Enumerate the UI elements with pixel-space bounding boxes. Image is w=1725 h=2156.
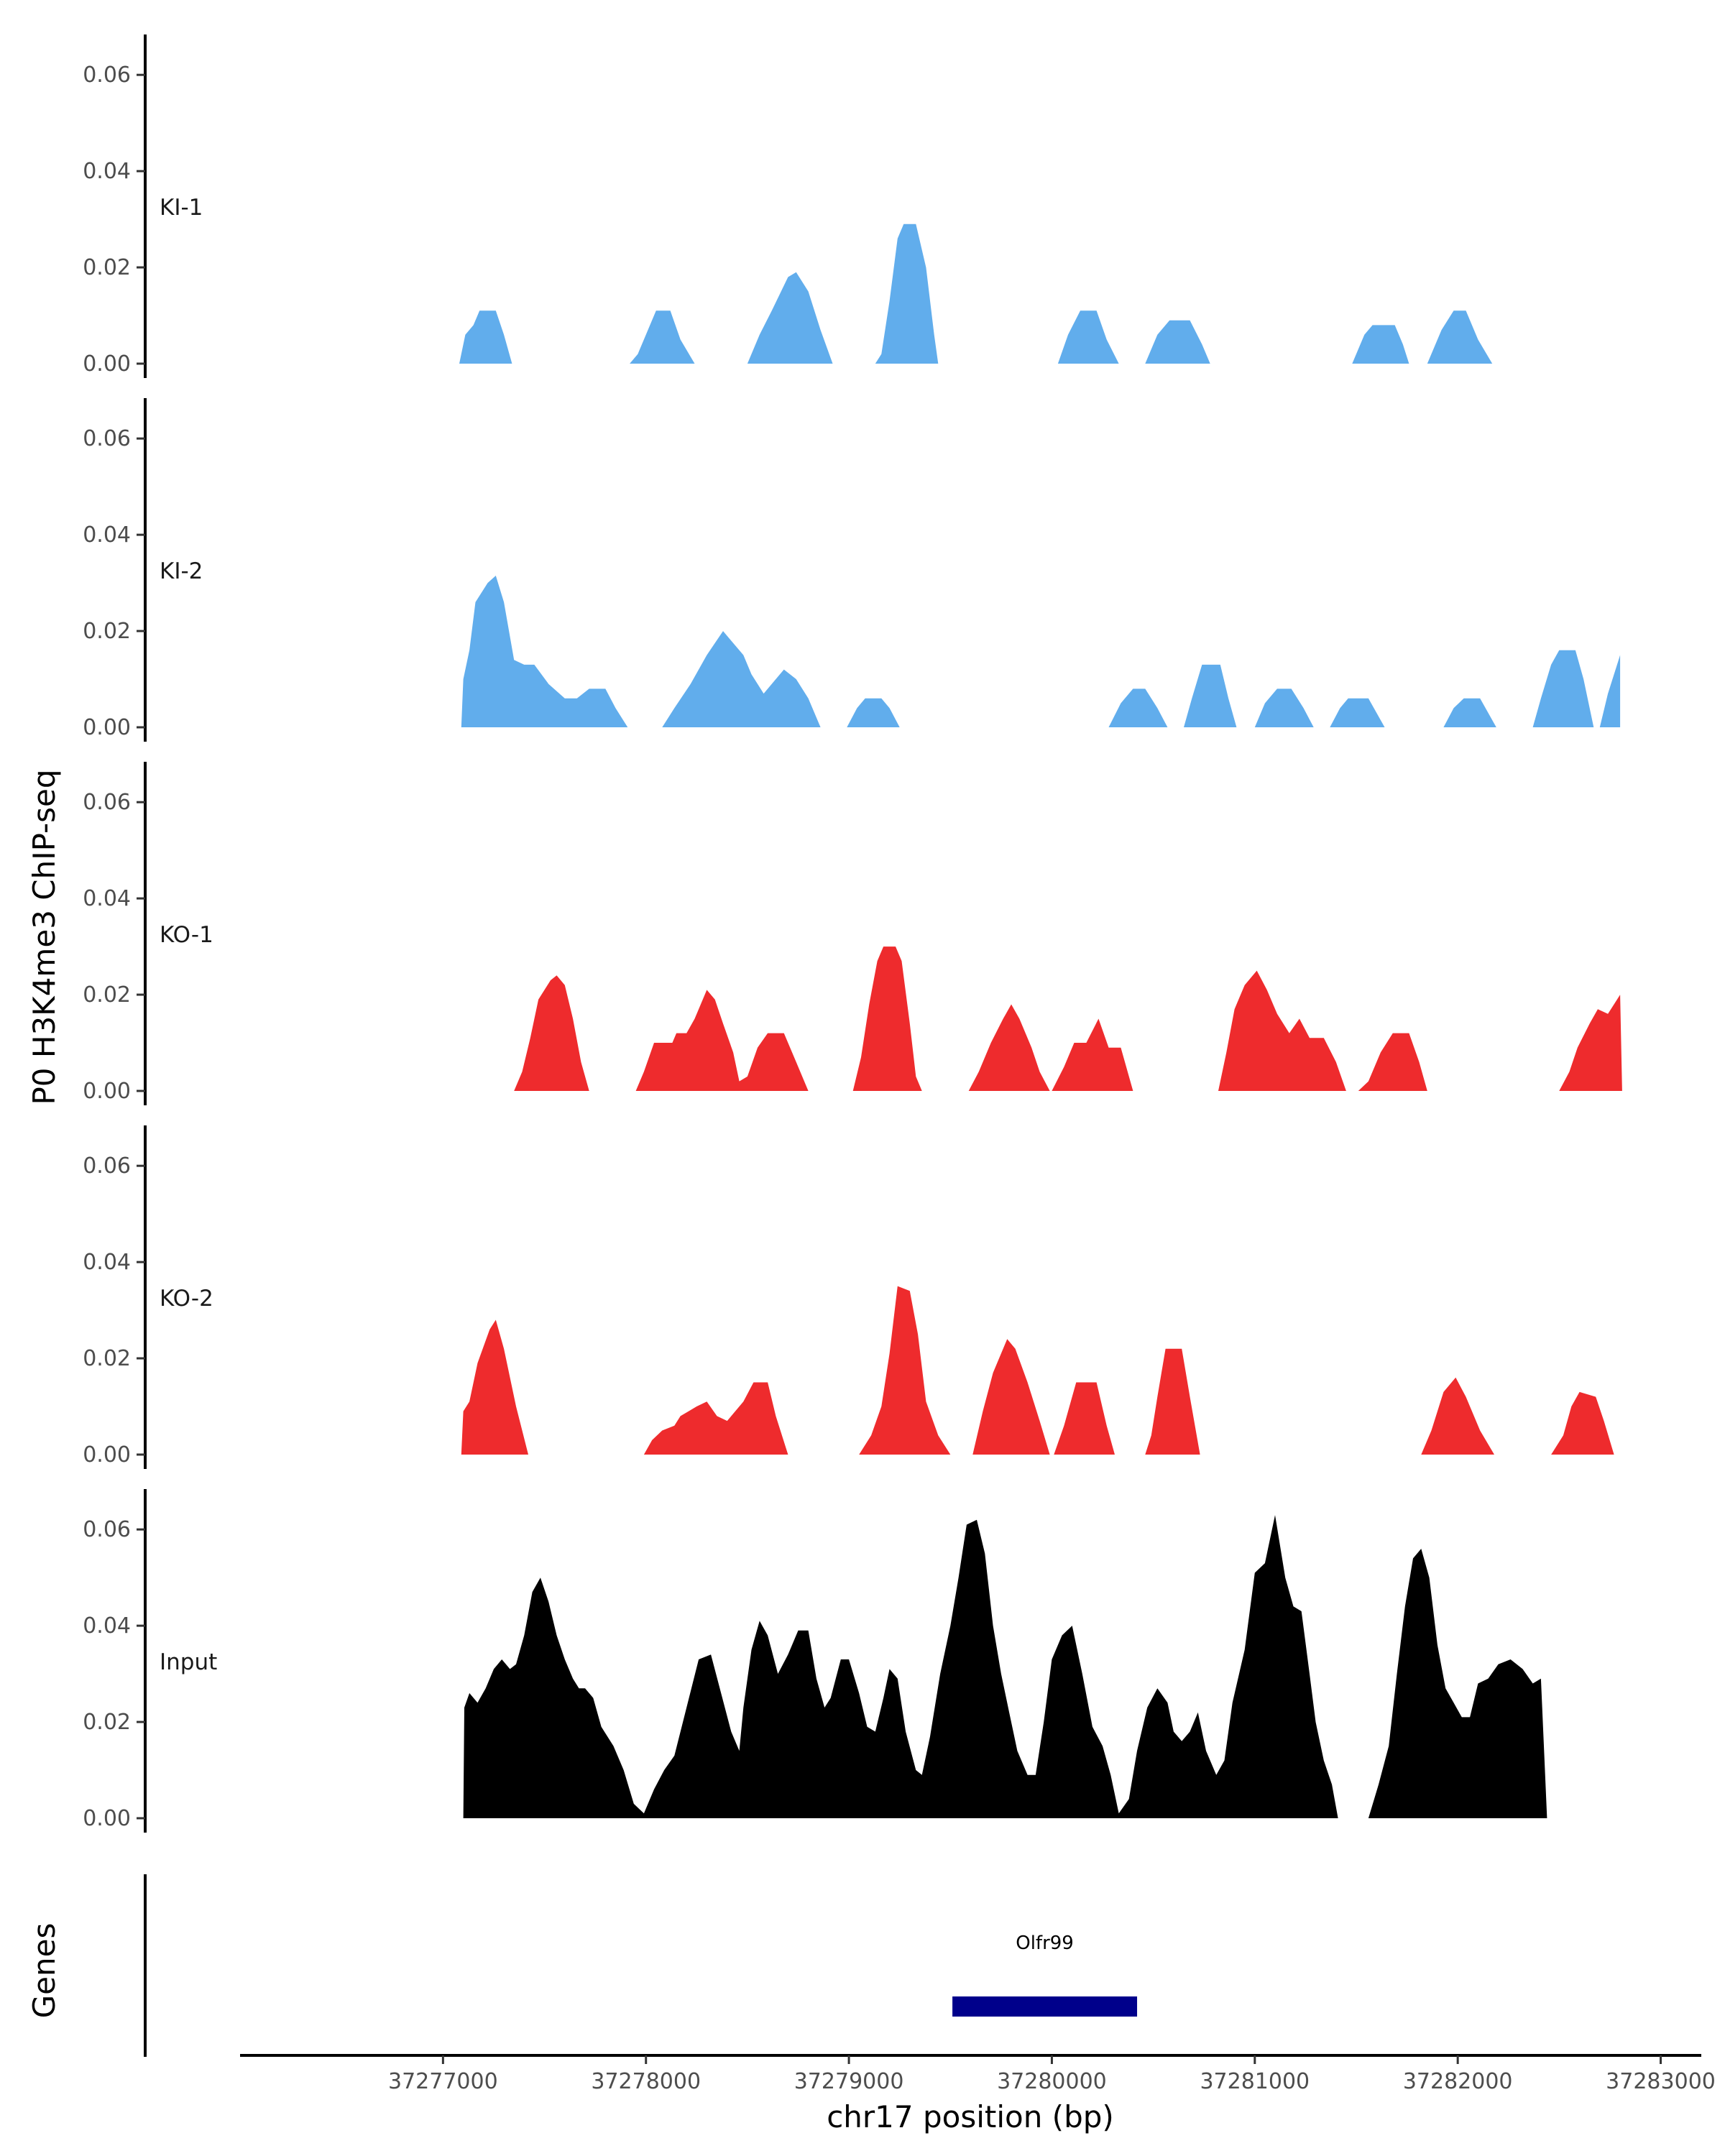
signal-peak xyxy=(1352,325,1409,364)
signal-peak xyxy=(1184,664,1237,727)
signal-peak xyxy=(1551,1391,1614,1455)
tracks-layer: 0.00 0.02 0.04 0.06 KI-1 0.00 0.02 0.04 0.06 KI-2… xyxy=(83,34,1622,1833)
track-label: KI-1 xyxy=(160,195,203,221)
signal-peak xyxy=(643,1382,788,1455)
y-tick-label: 0.04 xyxy=(83,1250,131,1275)
track-label: KI-2 xyxy=(160,558,203,584)
y-tick-label: 0.04 xyxy=(83,1613,131,1639)
signal-peak xyxy=(461,576,628,727)
signal-peak xyxy=(1254,688,1314,727)
genes-axis-title: Genes xyxy=(27,1923,62,2019)
signal-peak xyxy=(852,946,922,1091)
y-tick-label: 0.06 xyxy=(83,1517,131,1542)
y-tick-label: 0.02 xyxy=(83,982,131,1008)
x-tick-label: 37278000 xyxy=(591,2069,701,2094)
track-label: KO-2 xyxy=(160,1286,213,1312)
y-tick-label: 0.06 xyxy=(83,790,131,815)
y-tick-label: 0.02 xyxy=(83,1346,131,1371)
signal-peak xyxy=(1421,1377,1494,1455)
signal-peak xyxy=(1052,1018,1133,1091)
x-tick-label: 37279000 xyxy=(794,2069,904,2094)
signal-peak xyxy=(1057,310,1119,364)
x-tick-label: 37281000 xyxy=(1200,2069,1310,2094)
y-tick-label: 0.06 xyxy=(83,63,131,88)
signal-peak xyxy=(461,1319,528,1455)
signal-peak xyxy=(635,990,809,1091)
y-tick-label: 0.00 xyxy=(83,715,131,740)
signal-peak xyxy=(514,975,589,1091)
signal-peak xyxy=(859,1286,951,1455)
signal-peak xyxy=(1054,1382,1115,1455)
track-label: KO-1 xyxy=(160,922,213,948)
y-tick-label: 0.04 xyxy=(83,522,131,548)
y-tick-label: 0.06 xyxy=(83,426,131,451)
y-tick-label: 0.02 xyxy=(83,619,131,644)
track-panel-ko-2: 0.00 0.02 0.04 0.06 KO-2 xyxy=(83,1125,1614,1469)
signal-peak xyxy=(1443,698,1496,727)
y-tick-label: 0.00 xyxy=(83,351,131,377)
track-panel-ki-1: 0.00 0.02 0.04 0.06 KI-1 xyxy=(83,34,1493,378)
y-tick-label: 0.00 xyxy=(83,1806,131,1831)
x-tick-label: 37280000 xyxy=(997,2069,1107,2094)
signal-peak xyxy=(1532,650,1594,727)
track-panel-ki-2: 0.00 0.02 0.04 0.06 KI-2 xyxy=(83,398,1621,742)
y-tick-label: 0.02 xyxy=(83,255,131,280)
signal-peak xyxy=(1330,698,1385,727)
signal-peak xyxy=(1559,995,1622,1091)
y-tick-label: 0.02 xyxy=(83,1710,131,1735)
signal-peak xyxy=(968,1004,1050,1091)
signal-peak xyxy=(459,310,512,364)
track-label: Input xyxy=(160,1649,217,1675)
x-tick-label: 37282000 xyxy=(1403,2069,1513,2094)
signal-peak xyxy=(875,224,939,364)
track-panel-ko-1: 0.00 0.02 0.04 0.06 KO-1 xyxy=(83,762,1622,1105)
y-tick-label: 0.00 xyxy=(83,1442,131,1468)
signal-peak xyxy=(847,698,900,727)
signal-peak xyxy=(1599,655,1621,727)
gene-label: Olfr99 xyxy=(1016,1932,1074,1954)
y-tick-label: 0.06 xyxy=(83,1153,131,1179)
signal-peak xyxy=(972,1339,1050,1455)
x-tick-label: 37277000 xyxy=(388,2069,498,2094)
y-tick-label: 0.00 xyxy=(83,1079,131,1104)
y-axis-title: P0 H3K4me3 ChIP-seq xyxy=(27,769,62,1105)
genes-panel: Genes Olfr99 xyxy=(27,1874,1138,2057)
signal-peak xyxy=(1368,1549,1547,1818)
signal-peak xyxy=(1218,970,1346,1091)
x-tick-label: 37283000 xyxy=(1606,2069,1716,2094)
signal-peak xyxy=(1145,1348,1200,1455)
signal-peak xyxy=(1145,320,1210,364)
signal-peak xyxy=(1358,1033,1427,1091)
gene-body xyxy=(952,1996,1138,2017)
x-axis-title: chr17 position (bp) xyxy=(827,2099,1114,2134)
x-axis: chr17 position (bp) 37277000 37278000 3727… xyxy=(240,2054,1716,2134)
y-tick-label: 0.04 xyxy=(83,886,131,911)
signal-peak xyxy=(747,272,833,364)
signal-peak xyxy=(463,1515,1338,1818)
signal-peak xyxy=(662,631,821,727)
track-panel-input: 0.00 0.02 0.04 0.06 Input xyxy=(83,1489,1547,1833)
signal-peak xyxy=(1108,688,1168,727)
y-tick-label: 0.04 xyxy=(83,159,131,184)
signal-peak xyxy=(1427,310,1493,364)
signal-peak xyxy=(630,310,695,364)
